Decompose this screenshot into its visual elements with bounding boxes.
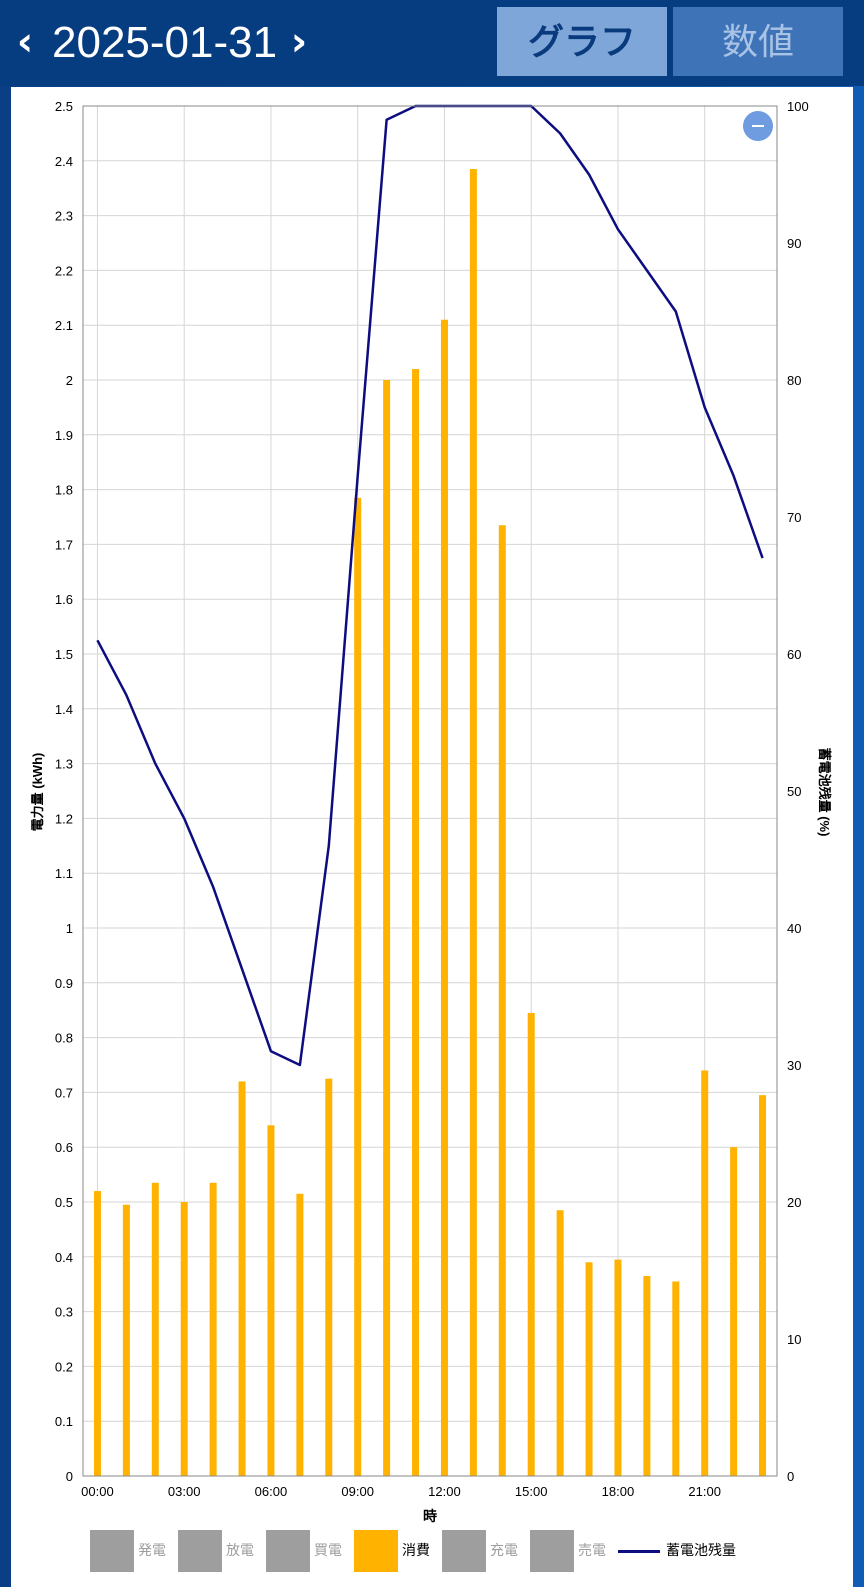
consumption-bar — [267, 1125, 275, 1476]
y-tick-left: 1 — [66, 921, 73, 936]
y-tick-right: 50 — [787, 784, 801, 799]
y-tick-left: 0.3 — [55, 1305, 73, 1320]
consumption-bar — [440, 319, 448, 1477]
consumption-bar — [672, 1281, 680, 1476]
legend-line-swatch — [618, 1550, 660, 1553]
x-tick: 18:00 — [602, 1484, 635, 1499]
y-tick-left: 0.1 — [55, 1414, 73, 1429]
consumption-bar — [469, 169, 477, 1476]
legend-label: 消費 — [402, 1543, 430, 1559]
consumption-bar — [180, 1202, 188, 1476]
consumption-bar — [354, 497, 362, 1476]
tab-graph[interactable]: グラフ — [497, 7, 667, 76]
legend-label: 蓄電池残量 — [666, 1543, 736, 1559]
legend-swatch — [442, 1530, 486, 1572]
consumption-bar — [556, 1210, 564, 1476]
y-tick-right: 20 — [787, 1195, 801, 1210]
y-tick-left: 1.7 — [55, 537, 73, 552]
y-tick-right: 100 — [787, 99, 809, 114]
y-tick-left: 0.7 — [55, 1085, 73, 1100]
legend-label: 充電 — [490, 1543, 518, 1559]
legend-swatch — [90, 1530, 134, 1572]
y-tick-right: 70 — [787, 510, 801, 525]
y-axis-left-label: 電力量 (kWh) — [30, 753, 45, 832]
y-tick-left: 1.4 — [55, 702, 73, 717]
y-tick-left: 1.2 — [55, 811, 73, 826]
consumption-bar — [614, 1259, 622, 1476]
legend-label: 売電 — [578, 1543, 606, 1559]
y-tick-right: 10 — [787, 1332, 801, 1347]
consumption-bar — [383, 380, 391, 1476]
consumption-bar — [209, 1182, 217, 1476]
x-tick: 15:00 — [515, 1484, 548, 1499]
y-tick-left: 2 — [66, 373, 73, 388]
legend-label: 買電 — [314, 1543, 342, 1559]
y-tick-right: 60 — [787, 647, 801, 662]
consumption-bar — [296, 1193, 304, 1476]
y-tick-left: 1.8 — [55, 483, 73, 498]
legend-swatch — [530, 1530, 574, 1572]
x-tick: 09:00 — [341, 1484, 374, 1499]
date-label: 2025-01-31 — [52, 18, 278, 67]
chart-panel — [11, 87, 853, 1587]
y-tick-left: 1.1 — [55, 866, 73, 881]
consumption-bar — [730, 1147, 738, 1476]
y-tick-right: 90 — [787, 236, 801, 251]
x-axis-label: 時 — [423, 1508, 437, 1524]
x-tick: 06:00 — [255, 1484, 288, 1499]
y-tick-left: 2.2 — [55, 263, 73, 278]
y-tick-left: 1.3 — [55, 757, 73, 772]
y-axis-right-label: 蓄電池残量 (%) — [817, 748, 832, 837]
consumption-bar — [643, 1275, 651, 1476]
consumption-bar — [527, 1012, 535, 1476]
y-tick-right: 40 — [787, 921, 801, 936]
battery-line — [96, 104, 764, 1067]
y-tick-left: 2.1 — [55, 318, 73, 333]
consumption-bar — [151, 1182, 159, 1476]
y-tick-left: 0.9 — [55, 976, 73, 991]
plot-border — [82, 105, 778, 1477]
tab-values[interactable]: 数値 — [673, 7, 843, 76]
y-tick-left: 1.5 — [55, 647, 73, 662]
legend-label: 発電 — [138, 1543, 166, 1559]
consumption-bar — [122, 1204, 130, 1476]
x-tick: 12:00 — [428, 1484, 461, 1499]
y-tick-left: 2.4 — [55, 154, 73, 169]
y-tick-right: 0 — [787, 1469, 794, 1484]
y-tick-left: 2.5 — [55, 99, 73, 114]
y-tick-left: 0.6 — [55, 1140, 73, 1155]
y-tick-left: 0.8 — [55, 1031, 73, 1046]
header-bar: ‹ 2025-01-31 › グラフ 数値 — [0, 0, 864, 86]
y-tick-left: 1.9 — [55, 428, 73, 443]
x-tick: 21:00 — [688, 1484, 721, 1499]
y-tick-left: 0.5 — [55, 1195, 73, 1210]
y-tick-left: 0.2 — [55, 1359, 73, 1374]
x-tick: 03:00 — [168, 1484, 201, 1499]
y-tick-left: 0 — [66, 1469, 73, 1484]
consumption-bar — [412, 369, 420, 1476]
legend-swatch — [178, 1530, 222, 1572]
y-tick-right: 30 — [787, 1058, 801, 1073]
consumption-bar — [93, 1191, 101, 1476]
consumption-bar — [759, 1095, 767, 1476]
zoom-out-button[interactable] — [743, 111, 773, 141]
legend-label: 放電 — [226, 1543, 254, 1559]
consumption-bar — [498, 525, 506, 1476]
x-tick: 00:00 — [81, 1484, 114, 1499]
y-tick-left: 2.3 — [55, 209, 73, 224]
consumption-bar — [325, 1078, 333, 1476]
chevron-right-icon[interactable]: › — [290, 19, 308, 65]
chevron-left-icon[interactable]: ‹ — [16, 19, 34, 65]
consumption-bar — [701, 1070, 709, 1476]
y-tick-left: 0.4 — [55, 1250, 73, 1265]
legend-swatch — [354, 1530, 398, 1572]
y-tick-left: 1.6 — [55, 592, 73, 607]
legend-swatch — [266, 1530, 310, 1572]
consumption-bar — [585, 1262, 593, 1476]
consumption-bar — [238, 1081, 246, 1476]
y-tick-right: 80 — [787, 373, 801, 388]
